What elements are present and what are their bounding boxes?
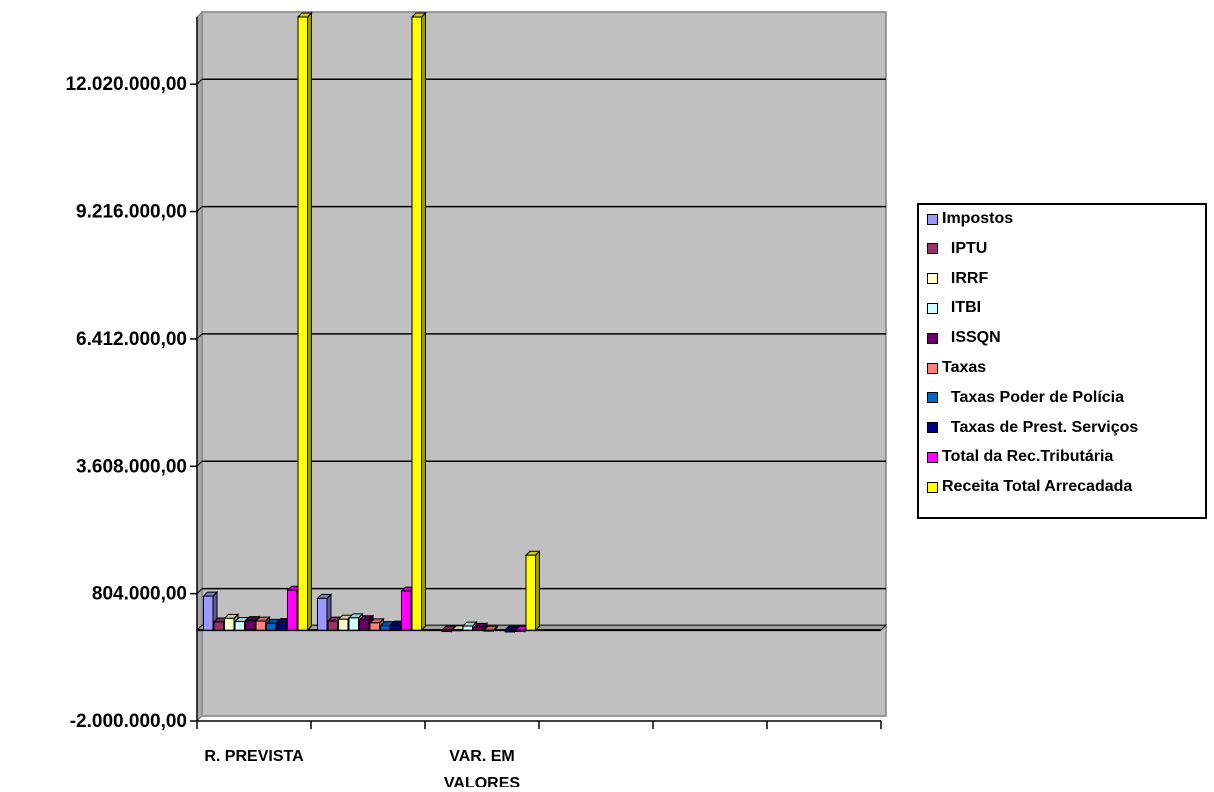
legend-label: Impostos <box>942 210 1014 227</box>
bar <box>213 621 224 631</box>
bar <box>390 624 401 631</box>
y-tick-label: 3.608.000,00 <box>76 456 187 477</box>
legend-item: Taxas de Prest. Serviços <box>927 417 1138 439</box>
legend-label: Taxas de Prest. Serviços <box>942 418 1139 436</box>
bar <box>266 622 277 631</box>
legend-label: IPTU <box>942 239 988 257</box>
bar <box>255 620 266 631</box>
legend-label: ISSQN <box>942 329 1001 347</box>
bar <box>317 597 328 631</box>
y-tick-label: 804.000,00 <box>92 584 187 605</box>
bar <box>515 629 526 633</box>
x-tick-label: VAR. EM <box>449 748 514 765</box>
legend-swatch <box>927 422 938 434</box>
bar <box>441 629 452 633</box>
bar <box>369 622 380 631</box>
bar <box>473 626 484 631</box>
bar-side <box>421 11 426 632</box>
bar-side <box>307 11 312 632</box>
x-tick-label: R. PREVISTA <box>204 748 304 765</box>
y-tick-label: 6.412.000,00 <box>76 329 187 350</box>
plot-area <box>201 11 887 717</box>
legend-item: Total da Rec.Tributária <box>927 446 1113 468</box>
legend-item: ITBI <box>927 297 981 319</box>
bar <box>411 16 422 631</box>
legend-label: Taxas <box>942 359 987 376</box>
legend-item: Taxas Poder de Polícia <box>927 387 1124 409</box>
legend-swatch <box>927 302 938 314</box>
gridline-depth <box>196 206 203 212</box>
legend-item: IRRF <box>927 268 988 290</box>
bar <box>462 625 473 631</box>
legend: Impostos IPTU IRRF ITBI ISSQN Taxas Taxas… <box>917 203 1207 519</box>
bar <box>224 617 235 631</box>
legend-item: Impostos <box>927 208 1013 230</box>
bar <box>483 629 494 632</box>
legend-swatch <box>927 332 938 344</box>
legend-swatch <box>927 243 938 255</box>
bar <box>297 16 308 631</box>
legend-item: ISSQN <box>927 327 1001 349</box>
legend-item: Taxas <box>927 357 986 379</box>
legend-label: Taxas Poder de Polícia <box>942 388 1124 406</box>
bar <box>525 554 536 631</box>
gridline-depth <box>196 460 203 467</box>
bar <box>359 619 370 631</box>
y-tick-label: 9.216.000,00 <box>76 202 187 223</box>
legend-item: IPTU <box>927 238 987 260</box>
bar <box>504 629 515 633</box>
legend-swatch <box>927 481 938 493</box>
legend-swatch <box>927 213 938 225</box>
bar-side <box>535 550 540 632</box>
legend-swatch <box>927 392 938 404</box>
legend-swatch <box>927 273 938 285</box>
bar <box>452 629 463 632</box>
gridline-depth <box>196 588 203 594</box>
gridline-depth <box>196 333 203 340</box>
bar <box>348 617 359 631</box>
bar <box>245 620 256 631</box>
bar <box>276 621 287 631</box>
gridline-depth <box>196 78 203 85</box>
bar <box>234 621 245 631</box>
legend-label: ITBI <box>942 299 982 317</box>
bar <box>338 618 349 631</box>
legend-swatch <box>927 451 938 463</box>
x-tick-label: VALORES <box>444 775 520 787</box>
bar <box>380 625 391 631</box>
bar <box>401 590 412 631</box>
y-tick-label: 12.020.000,00 <box>65 74 187 95</box>
bar <box>327 620 338 631</box>
bar <box>203 595 214 631</box>
y-tick-label: -2.000.000,00 <box>70 711 187 732</box>
legend-item: Receita Total Arrecadada <box>927 476 1132 498</box>
legend-label: Total da Rec.Tributária <box>942 448 1114 466</box>
legend-label: IRRF <box>942 269 989 287</box>
legend-label: Receita Total Arrecadada <box>942 478 1133 496</box>
legend-swatch <box>927 362 938 374</box>
bar <box>287 589 298 631</box>
